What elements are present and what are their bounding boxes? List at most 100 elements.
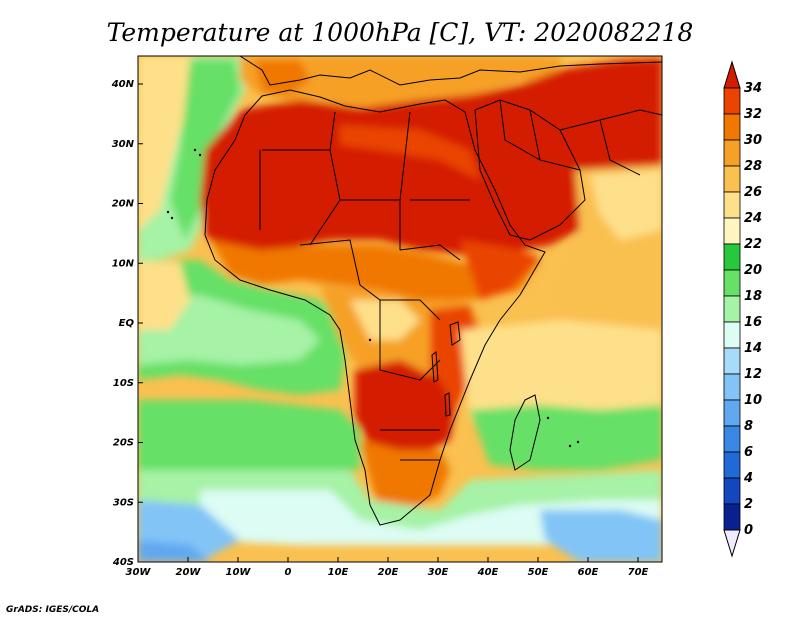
lake-malawi (444, 392, 451, 417)
colorbar-swatch (723, 243, 741, 271)
lon-label: 30W (126, 567, 152, 578)
colorbar-label: 24 (744, 211, 762, 226)
colorbar-swatch (723, 399, 741, 427)
lat-label: 20N (112, 199, 135, 210)
southern-blue-east (540, 510, 662, 562)
island-dot (568, 444, 572, 448)
lat-label: 30N (112, 139, 135, 150)
iberia-warm (255, 60, 310, 95)
colorbar-label: 8 (744, 419, 753, 434)
colorbar-top-arrow (723, 60, 741, 89)
lon-label: 40E (477, 567, 499, 578)
colorbar-label: 0 (744, 523, 753, 538)
lon-label: 20E (378, 567, 399, 578)
colorbar-label: 16 (744, 315, 762, 330)
south-africa-warm (360, 440, 450, 510)
latitude-labels: 40N 30N 20N 10N EQ 10S 20S 30S 40S (111, 79, 135, 568)
europe-coastline (239, 56, 662, 86)
south-atlantic-green (138, 400, 360, 470)
colorbar-label: 26 (744, 185, 762, 200)
lake-victoria (449, 321, 461, 346)
country-borders (259, 111, 470, 461)
arabian-sea-mild (590, 170, 662, 240)
colorbar-swatch (723, 87, 741, 115)
colorbar-label: 32 (744, 107, 762, 122)
lat-label: 40N (111, 79, 135, 90)
island-dot (166, 210, 170, 214)
colorbar-swatch (723, 451, 741, 479)
lon-label: 20W (176, 567, 202, 578)
colorbar-label: 34 (744, 81, 762, 96)
congo-mild (350, 300, 420, 340)
equatorial-atlantic-cool (138, 295, 320, 365)
coastlines (204, 56, 662, 526)
middle-east-borders (499, 99, 662, 176)
map-title: Temperature at 1000hPa [C], VT: 20200822… (107, 18, 694, 47)
horn-hot (460, 240, 540, 300)
colorbar-swatch (723, 139, 741, 167)
islands (166, 148, 580, 448)
colorbar-label: 10 (744, 393, 762, 408)
colorbar-swatch (723, 425, 741, 453)
colorbar-label: 2 (744, 497, 753, 512)
colorbar (723, 60, 741, 558)
island-dot (368, 338, 372, 342)
colorbar-bottom-arrow (723, 529, 741, 558)
lat-label: 30S (113, 497, 134, 508)
colorbar-swatch (723, 295, 741, 323)
africa-coastline (204, 89, 546, 526)
colorbar-label: 22 (744, 237, 762, 252)
colorbar-label: 4 (743, 471, 753, 486)
colorbar-swatch (723, 477, 741, 505)
island-dot (170, 216, 174, 220)
madagascar-coastline (509, 394, 541, 471)
lon-label: 30E (428, 567, 449, 578)
colorbar-swatch (723, 217, 741, 245)
lon-label: 60E (578, 567, 599, 578)
lat-label: EQ (119, 318, 135, 329)
lon-label: 10W (226, 567, 252, 578)
southern-deep-blue (138, 540, 210, 562)
colorbar-label: 28 (744, 159, 762, 174)
lon-label: 70E (628, 567, 649, 578)
longitude-labels: 30W 20W 10W 0 10E 20E 30E 40E 50E 60E 70E (126, 567, 649, 578)
island-dot (193, 148, 197, 152)
temperature-contours (138, 56, 662, 562)
indian-ocean-green (470, 405, 662, 470)
arabia-coastline (474, 99, 586, 241)
lon-label: 50E (528, 567, 549, 578)
libya-egypt-band (340, 125, 480, 180)
colorbar-label: 12 (744, 367, 762, 382)
colorbar-swatch (723, 269, 741, 297)
colorbar-label: 30 (744, 133, 762, 148)
lon-label: 0 (285, 567, 292, 578)
lat-label: 10S (113, 378, 134, 389)
temperature-map (138, 56, 662, 562)
colorbar-swatch (723, 113, 741, 141)
lon-label: 10E (328, 567, 349, 578)
colorbar-swatch (723, 503, 741, 531)
lat-label: 40S (112, 557, 134, 568)
colorbar-swatch (723, 373, 741, 401)
island-dot (198, 153, 202, 157)
colorbar-swatch (723, 165, 741, 193)
island-dot (576, 440, 580, 444)
sahel-belt (210, 240, 540, 300)
credit-text: GrADS: IGES/COLA (6, 605, 99, 615)
colorbar-swatch (723, 191, 741, 219)
colorbar-swatch (723, 347, 741, 375)
lat-label: 10N (112, 258, 135, 269)
atlantic-mild-west (138, 262, 190, 330)
lat-label: 20S (113, 438, 134, 449)
axis-ticks (137, 83, 639, 563)
southern-africa-hot (355, 360, 455, 450)
colorbar-swatch (723, 321, 741, 349)
indian-ocean-mild (460, 320, 662, 430)
atlantic-mild (138, 56, 195, 230)
island-dot (546, 416, 550, 420)
colorbar-label: 18 (744, 289, 762, 304)
lake-tanganyika (431, 351, 439, 383)
colorbar-label: 14 (744, 341, 762, 356)
